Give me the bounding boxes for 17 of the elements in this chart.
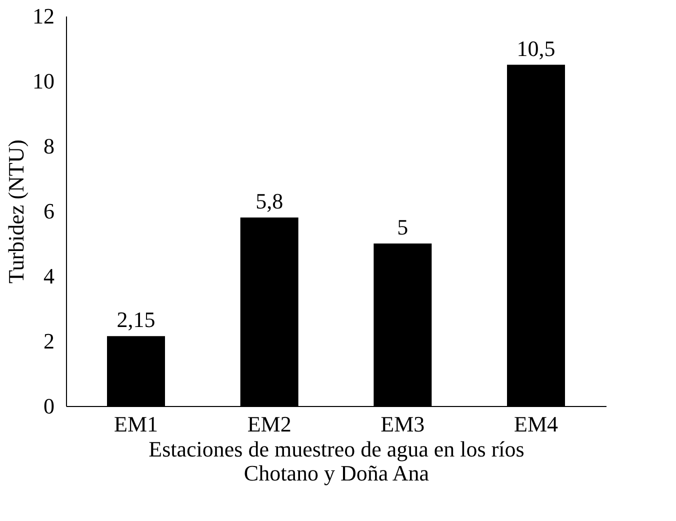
x-axis-title: Estaciones de muestreo de agua en los ríos Chotano y Doña Ana: [148, 436, 524, 486]
y-axis-title: Turbidez (NTU): [4, 140, 28, 284]
data-label: 5: [397, 214, 408, 240]
y-tick-label: 8: [44, 134, 54, 158]
data-label: 10,5: [516, 36, 556, 61]
x-tick-label: EM4: [514, 412, 558, 436]
data-label: 2,15: [116, 307, 156, 332]
y-tick-label: 2: [44, 328, 54, 354]
y-tick-label: 10: [32, 68, 54, 94]
y-tick-label: 0: [44, 394, 54, 418]
y-tick-label: 12: [32, 4, 54, 28]
y-tick-label: 4: [44, 264, 54, 288]
x-tick-label: EM2: [247, 412, 292, 436]
x-tick-label: EM1: [114, 412, 158, 436]
y-tick-label: 6: [44, 198, 54, 224]
x-tick-label: EM3: [380, 412, 425, 436]
data-label: 5,8: [256, 188, 284, 214]
